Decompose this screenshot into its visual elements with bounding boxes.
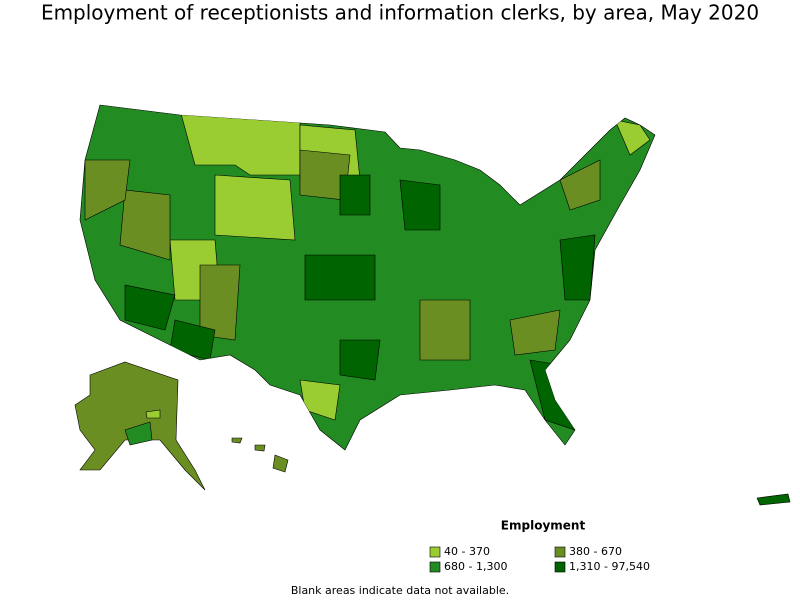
map-area [509,309,561,356]
legend-swatch [429,561,441,573]
map-area [304,254,376,301]
map-area [419,299,471,361]
map-area [124,284,176,331]
map-area [119,189,171,261]
map-area [214,174,296,241]
legend-swatch [554,561,566,573]
map-area [559,234,596,301]
legend: Employment 40 - 370 380 - 670 680 - 1,300 1… [429,519,650,573]
map-area [272,454,289,473]
footnote: Blank areas indicate data not available. [291,584,509,597]
legend-title: Employment [501,519,586,533]
puerto-rico [756,493,791,506]
map-area [614,119,651,156]
map-area [199,264,241,341]
legend-label: 40 - 370 [444,545,490,558]
map-area [179,109,301,176]
map-area [399,179,441,231]
map-area [254,444,266,452]
legend-label: 380 - 670 [569,545,622,558]
map-area [84,159,131,221]
contiguous-us [79,104,656,451]
map-area [145,409,161,419]
map-area [756,493,791,506]
map-title: Employment of receptionists and informat… [41,1,759,25]
map-area [339,339,381,381]
map-area [124,421,153,446]
hawaii [231,437,289,473]
map-area [299,379,341,421]
legend-swatch [429,546,441,558]
map-area [339,174,371,216]
alaska [74,361,206,491]
map-area [231,437,243,444]
legend-label: 680 - 1,300 [444,560,507,573]
legend-label: 1,310 - 97,540 [569,560,650,573]
map-area [559,159,601,211]
legend-swatch [554,546,566,558]
